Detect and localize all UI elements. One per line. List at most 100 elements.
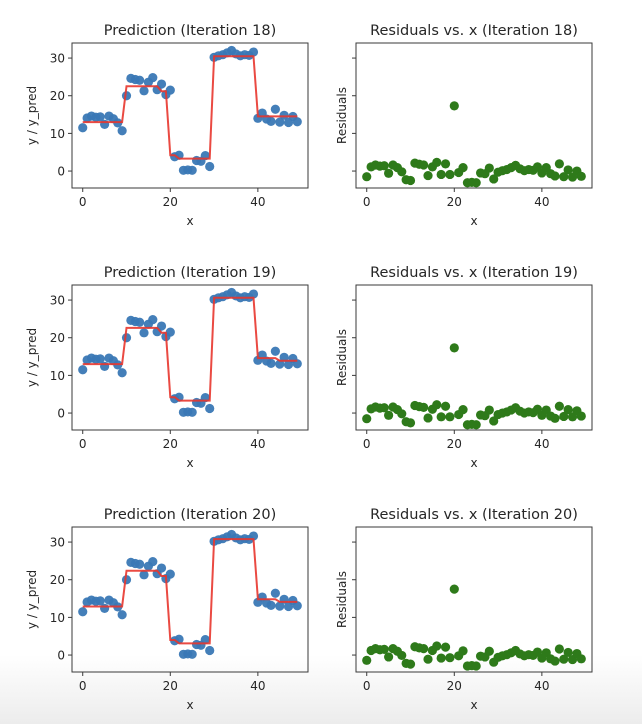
- axes-frame: [355, 284, 593, 431]
- x-tick-label: 0: [79, 437, 87, 451]
- residual-point: [423, 413, 433, 423]
- data-point-y: [270, 588, 280, 598]
- residual-point: [379, 644, 389, 655]
- plot-area: [362, 584, 586, 671]
- x-tick-label: 40: [250, 195, 265, 209]
- x-tick-label: 40: [250, 679, 265, 693]
- residual-point: [554, 401, 564, 411]
- data-point-y: [275, 117, 285, 127]
- data-point-y: [266, 116, 276, 126]
- subplot-title: Prediction (Iteration 19): [104, 265, 277, 281]
- x-tick-label: 40: [534, 195, 549, 209]
- residual-point: [484, 405, 494, 415]
- data-point-y: [292, 601, 302, 611]
- data-point-y: [205, 161, 215, 172]
- data-point-y: [148, 73, 158, 83]
- residual-point: [423, 170, 433, 181]
- x-tick-label: 40: [250, 437, 265, 451]
- residual-point: [449, 584, 459, 594]
- x-tick-label: 40: [534, 437, 549, 451]
- residual-point: [362, 172, 372, 182]
- residual-point: [484, 646, 494, 656]
- data-point-y: [139, 86, 149, 96]
- residual-point: [471, 178, 481, 188]
- y-tick-label: 10: [50, 127, 65, 141]
- data-point-y: [275, 601, 285, 611]
- y-tick-label: 30: [50, 536, 65, 550]
- residual-point: [436, 169, 446, 180]
- subplot-title: Prediction (Iteration 18): [104, 23, 277, 39]
- prediction-line: [82, 55, 298, 160]
- axes-frame: [71, 42, 309, 189]
- x-axis-label: x: [186, 214, 193, 228]
- residual-point: [423, 654, 433, 664]
- x-tick-label: 20: [163, 679, 178, 693]
- data-point-y: [266, 358, 276, 368]
- data-point-y: [248, 289, 259, 299]
- data-point-y: [187, 649, 197, 659]
- residual-point: [449, 101, 459, 111]
- residual-point: [384, 168, 394, 178]
- data-point-y: [187, 165, 197, 175]
- residual-point: [405, 659, 416, 669]
- residual-point: [419, 644, 429, 654]
- axes-frame: [355, 42, 593, 189]
- data-point-y: [270, 104, 280, 114]
- y-axis-label: y / y_pred: [25, 570, 39, 629]
- y-tick-label: 30: [50, 294, 65, 308]
- residual-point: [384, 652, 394, 662]
- data-point-y: [200, 635, 210, 645]
- x-tick-label: 20: [447, 195, 462, 209]
- residual-point: [563, 647, 573, 658]
- data-point-y: [117, 126, 127, 136]
- residual-point: [440, 401, 451, 411]
- x-tick-label: 40: [534, 679, 549, 693]
- x-tick-label: 20: [163, 195, 178, 209]
- x-axis-label: x: [470, 456, 477, 470]
- residual-point: [554, 159, 564, 169]
- data-point-y: [156, 79, 167, 89]
- data-point-y: [135, 317, 145, 327]
- residual-point: [362, 655, 372, 665]
- x-tick-label: 0: [363, 437, 371, 451]
- residual-point: [362, 414, 372, 424]
- data-point-y: [165, 85, 175, 95]
- residual-point: [471, 661, 481, 671]
- x-tick-label: 0: [79, 195, 87, 209]
- residual-point: [445, 653, 455, 663]
- subplot-6: Residuals vs. x (Iteration 20) 0 20 40 x Resi…: [335, 507, 593, 712]
- residual-point: [397, 409, 407, 419]
- axes-frame: [71, 526, 309, 673]
- residual-point: [458, 163, 468, 173]
- residual-point: [484, 163, 494, 173]
- residual-point: [384, 410, 394, 420]
- y-axis-label: Residuals: [335, 571, 349, 628]
- plot-area: [78, 529, 302, 659]
- prediction-line: [82, 296, 298, 402]
- residual-point: [449, 343, 459, 353]
- data-point-y: [100, 603, 110, 613]
- residual-point: [576, 171, 586, 181]
- data-point-y: [78, 607, 88, 617]
- y-tick-label: 30: [50, 52, 65, 66]
- y-tick-label: 20: [50, 573, 65, 587]
- subplot-title: Prediction (Iteration 20): [104, 507, 277, 523]
- residual-point: [559, 172, 569, 182]
- y-tick-label: 10: [50, 369, 65, 383]
- subplot-5: Prediction (Iteration 20) 0 20 40 0 10 20 30 x y …: [25, 507, 309, 712]
- data-point-y: [270, 346, 280, 356]
- x-tick-label: 0: [363, 195, 371, 209]
- residual-point: [445, 169, 455, 180]
- plot-area: [362, 101, 586, 188]
- subplot-4: Residuals vs. x (Iteration 19) 0 20 40 x Resi…: [335, 265, 593, 470]
- y-tick-label: 20: [50, 89, 65, 103]
- data-point-y: [266, 600, 276, 610]
- x-axis-label: x: [470, 214, 477, 228]
- data-point-y: [95, 354, 105, 364]
- y-axis-label: Residuals: [335, 329, 349, 386]
- residual-point: [419, 402, 429, 413]
- y-axis-label: Residuals: [335, 87, 349, 144]
- subplot-title: Residuals vs. x (Iteration 20): [370, 507, 578, 523]
- x-tick-label: 0: [79, 679, 87, 693]
- residual-point: [432, 157, 442, 167]
